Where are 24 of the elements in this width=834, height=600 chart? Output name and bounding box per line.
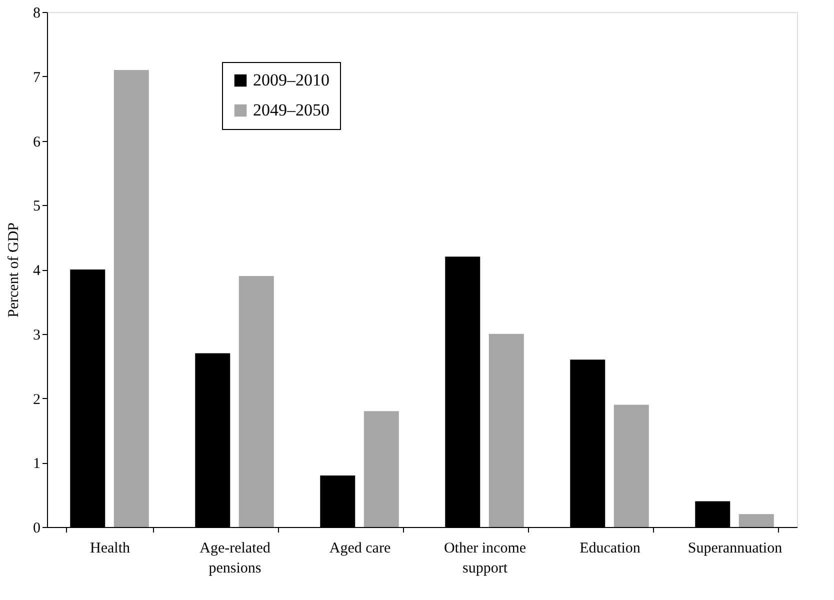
y-tick-label: 0 (33, 520, 40, 536)
y-tick-label: 1 (33, 456, 40, 472)
bar (614, 404, 649, 527)
y-tick-label: 4 (33, 263, 41, 279)
bar (238, 276, 274, 527)
y-tick-label: 3 (33, 327, 40, 344)
legend-label: 2009–2010 (253, 70, 330, 90)
bar (738, 514, 774, 527)
x-tick-label: Age-related pensions (200, 540, 271, 576)
y-tick-label: 5 (33, 198, 40, 215)
bar (364, 411, 399, 527)
x-tick-label: Aged care (329, 540, 391, 556)
x-tick-label: Superannuation (688, 540, 783, 556)
y-tick-label: 2 (33, 392, 40, 408)
x-tick-label: Education (580, 540, 641, 556)
legend-label: 2049–2050 (253, 100, 330, 120)
y-tick-label: 6 (33, 134, 41, 150)
y-tick-label: 8 (33, 6, 40, 22)
bar (114, 70, 149, 527)
y-axis-title: Percent of GDP (6, 222, 22, 318)
x-tick-label: Other income support (444, 540, 526, 576)
bar (488, 334, 524, 527)
x-tick-label: Health (90, 540, 130, 556)
y-tick-label: 7 (33, 70, 41, 86)
